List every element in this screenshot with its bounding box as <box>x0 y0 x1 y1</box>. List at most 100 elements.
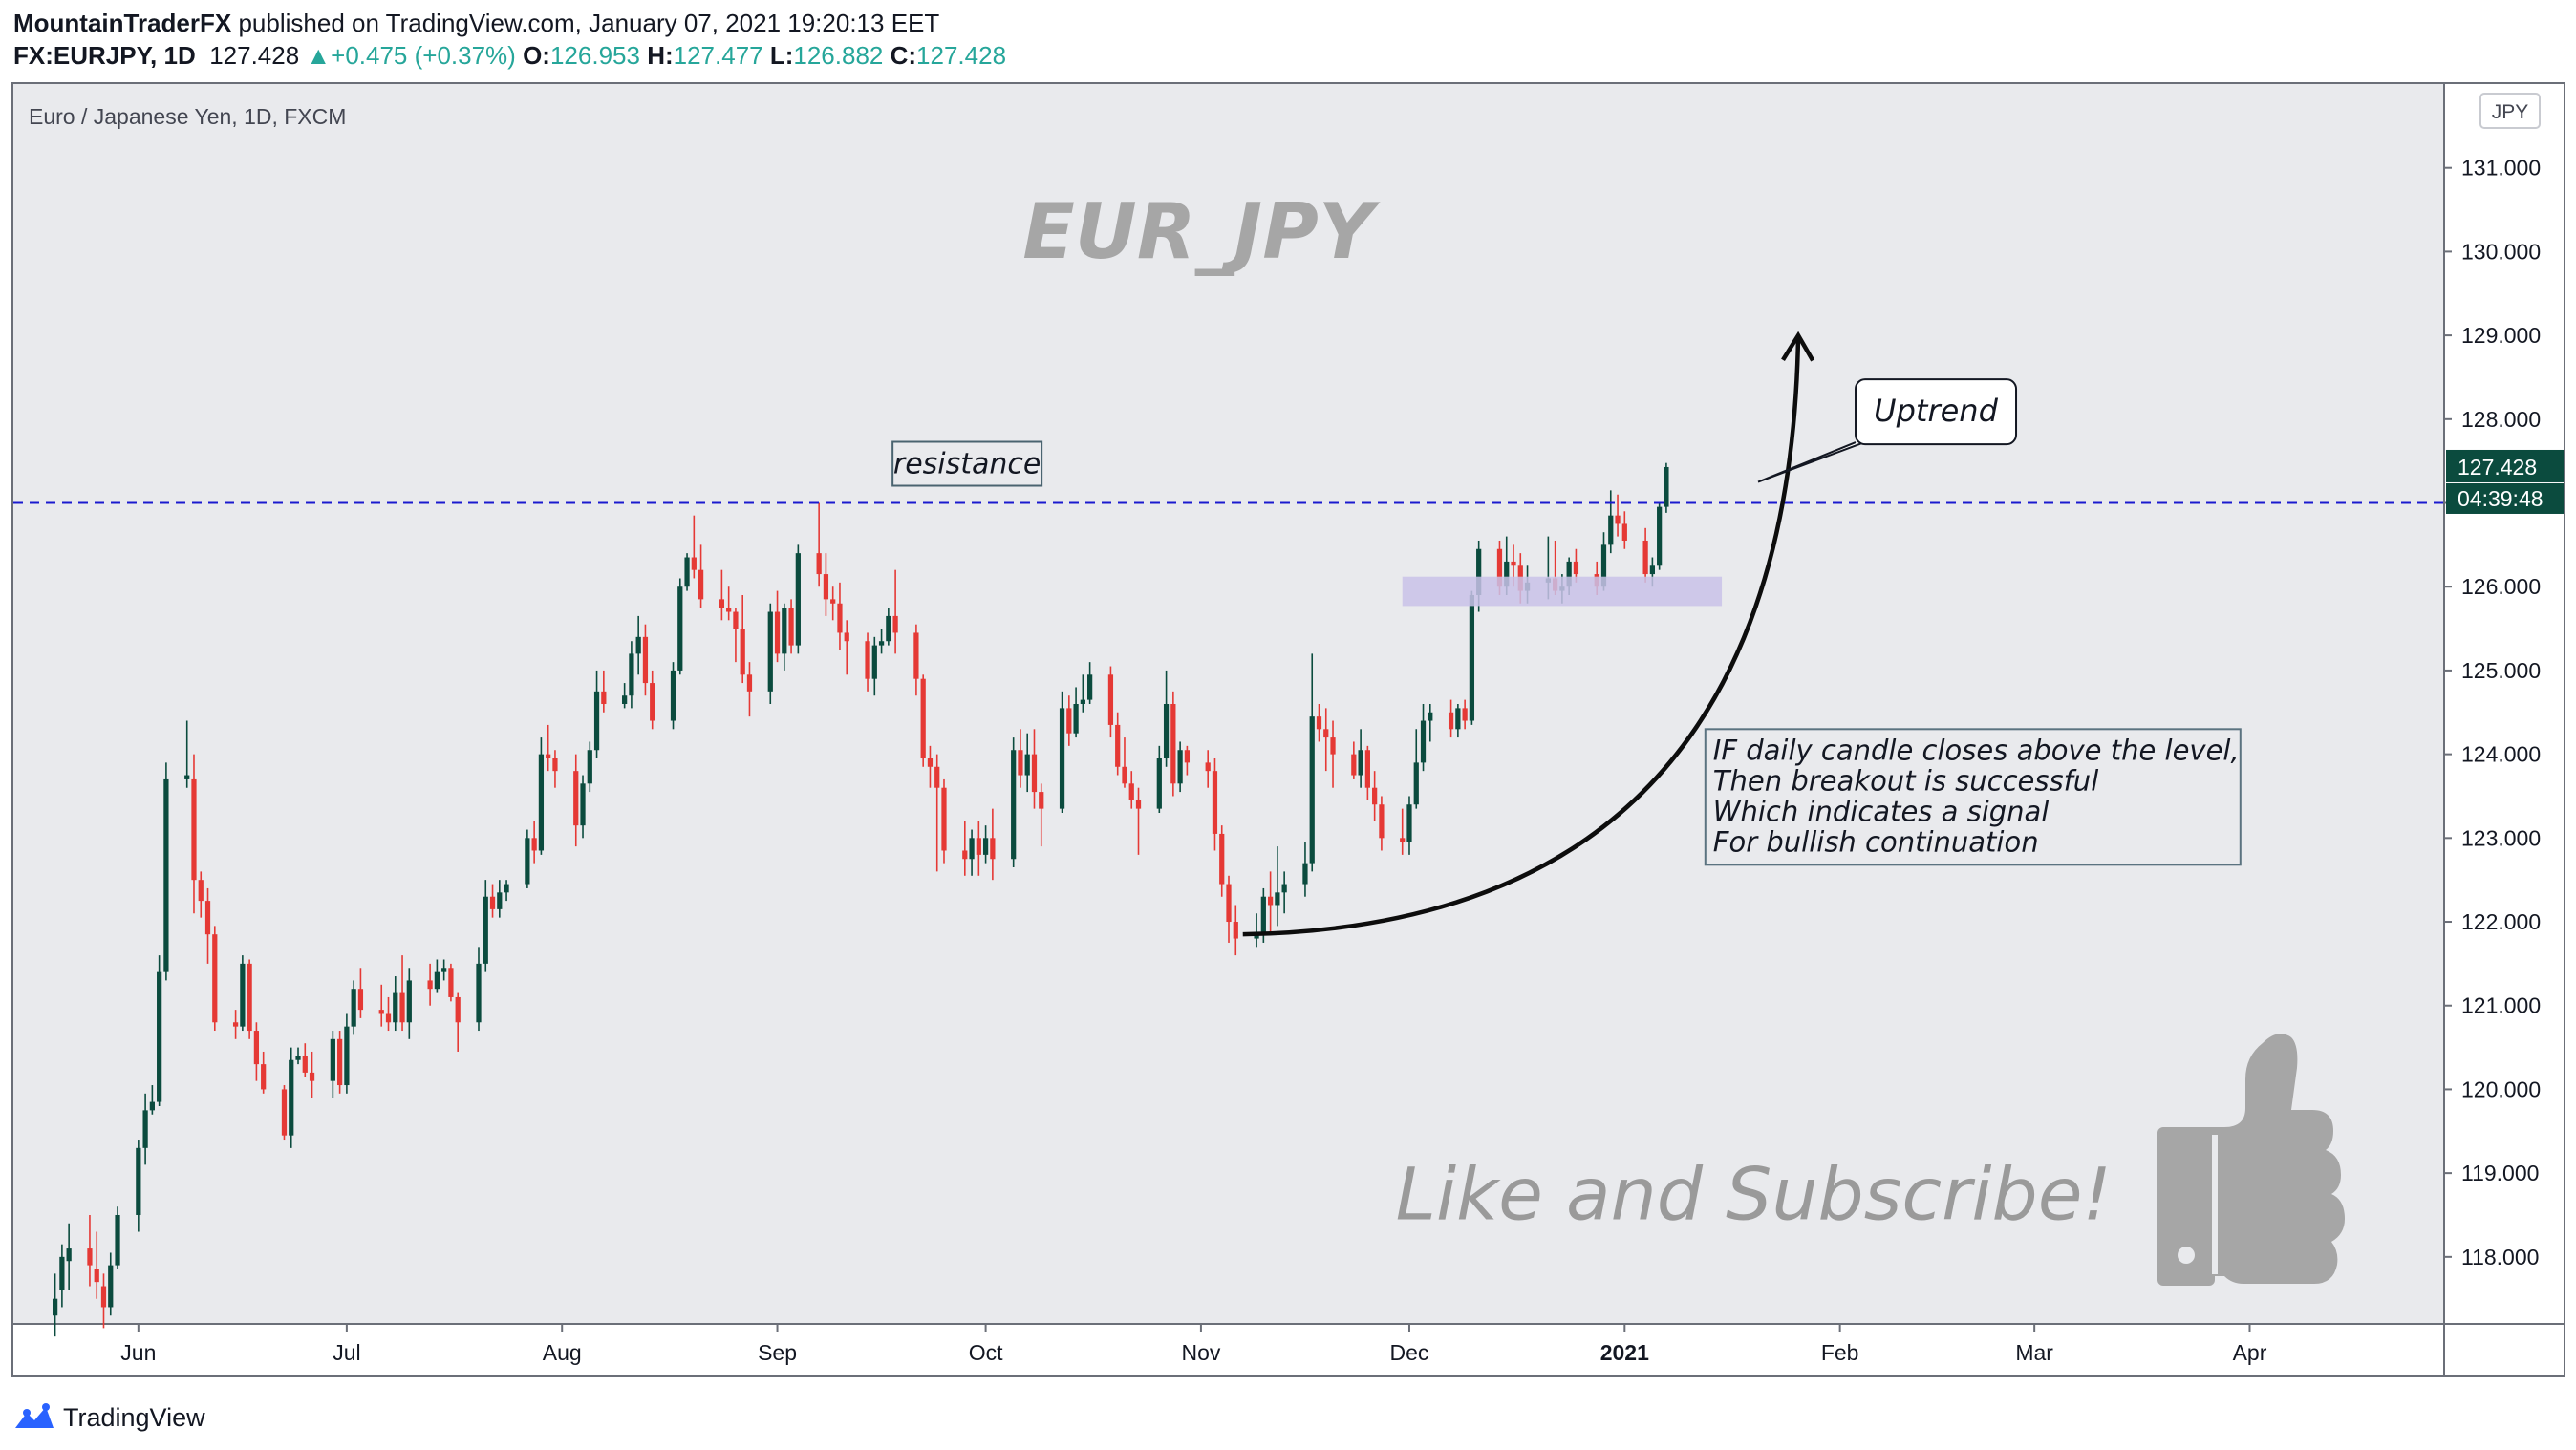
x-tick-label: Jun <box>120 1340 156 1365</box>
author-name[interactable]: MountainTraderFX <box>13 9 232 37</box>
candle-body <box>642 636 649 684</box>
candle-body <box>1372 787 1378 805</box>
candle-body <box>677 586 683 671</box>
candle-body <box>1011 750 1017 860</box>
candle-body <box>142 1110 148 1148</box>
candle-body <box>1177 750 1183 784</box>
candle-body <box>136 1147 141 1215</box>
candle-body <box>149 1101 155 1111</box>
candle-body <box>1358 750 1363 776</box>
candle-body <box>698 569 704 600</box>
candle-body <box>816 553 822 575</box>
y-tick-label: 124.000 <box>2461 742 2541 767</box>
uptrend-arrow-head <box>1781 331 1815 362</box>
footer-brand[interactable]: TradingView <box>63 1402 205 1432</box>
signal-note-box[interactable] <box>1704 728 2242 866</box>
candle-body <box>1649 565 1655 575</box>
candle-body <box>580 783 586 826</box>
candle-body <box>531 838 537 851</box>
candle-body <box>782 608 787 654</box>
candle-body <box>927 758 934 767</box>
currency-badge[interactable] <box>2479 93 2541 129</box>
candle-body <box>837 603 843 633</box>
candle-body <box>198 880 204 902</box>
uptrend-callout-pointer <box>1757 437 1876 483</box>
candle-body <box>691 557 697 570</box>
candle-body <box>1135 800 1142 809</box>
x-tick-label: Dec <box>1390 1340 1429 1365</box>
candle-body <box>1073 704 1079 734</box>
candle-body <box>670 670 676 721</box>
candle-body <box>247 963 252 1032</box>
candle-body <box>1428 712 1433 721</box>
high-label: H: <box>647 41 674 70</box>
publish-info: MountainTraderFX published on TradingVie… <box>13 8 939 38</box>
candle-body <box>976 838 981 855</box>
candle-body <box>538 754 545 851</box>
candle-body <box>629 653 634 696</box>
candle-body <box>719 599 725 608</box>
candle-body <box>1364 750 1370 788</box>
candle-body <box>497 892 503 909</box>
candle-body <box>191 778 197 881</box>
publish-details: published on TradingView.com, January 07… <box>231 9 940 37</box>
chart-subtitle: Euro / Japanese Yen, 1D, FXCM <box>29 104 346 129</box>
candle-body <box>871 645 877 679</box>
x-tick-label: 2021 <box>1600 1340 1649 1365</box>
resistance-label-box[interactable] <box>891 440 1043 487</box>
candle-body <box>1039 792 1044 809</box>
price-axis-background <box>2444 84 2564 1324</box>
candle-body <box>476 963 482 1023</box>
x-tick-label: Oct <box>969 1340 1003 1365</box>
candle-body <box>1018 750 1023 776</box>
symbol-label: FX:EURJPY, 1D <box>13 41 196 70</box>
candle-body <box>59 1256 65 1290</box>
candle-body <box>823 574 829 600</box>
candle-body <box>1170 704 1176 784</box>
candle-body <box>622 695 628 704</box>
candle-body <box>1420 720 1427 763</box>
candle-body <box>52 1298 58 1316</box>
candle-body <box>726 608 732 612</box>
y-tick-label: 120.000 <box>2461 1077 2541 1101</box>
uptrend-arrow[interactable] <box>1242 335 1801 937</box>
candle-body <box>344 1026 350 1086</box>
candle-body <box>962 850 968 860</box>
candle-body <box>1275 892 1280 906</box>
candle-body <box>913 632 919 679</box>
plot-background <box>13 84 2444 1324</box>
candle-body <box>982 838 989 855</box>
axes: 118.000 119.000 120.000 121.000 122.000 123.0… <box>120 156 2564 1365</box>
candle-body <box>1031 754 1038 793</box>
candle-body <box>788 608 794 646</box>
candle-body <box>990 838 996 860</box>
uptrend-label: Uptrend <box>1874 393 1998 429</box>
countdown-tag <box>2446 482 2564 514</box>
candle-body <box>1260 896 1266 935</box>
candle-body <box>1316 716 1322 730</box>
candle-body <box>87 1248 93 1266</box>
candle-body <box>593 691 600 751</box>
signal-note-line: Which indicates a signal <box>1713 795 2050 827</box>
price-change: +0.475 (+0.37%) <box>331 41 516 70</box>
candle-body <box>351 989 356 1027</box>
uptrend-callout[interactable] <box>1855 378 2018 446</box>
support-zone[interactable] <box>1402 576 1723 607</box>
tradingview-logo-icon[interactable] <box>13 1403 55 1432</box>
change-up-icon: ▲ <box>306 41 332 70</box>
y-tick-label: 126.000 <box>2461 574 2541 599</box>
candle-body <box>1455 708 1461 730</box>
candle-body <box>378 1010 384 1014</box>
y-tick-label: 129.000 <box>2461 323 2541 348</box>
chart-title: EUR_JPY <box>1022 187 1381 276</box>
candle-body <box>1400 838 1406 842</box>
candle-body <box>1615 515 1621 524</box>
candle-body <box>1406 804 1412 842</box>
candle-body <box>601 691 607 704</box>
y-tick-label: 122.000 <box>2461 909 2541 934</box>
candle-body <box>733 611 739 629</box>
chart[interactable]: Euro / Japanese Yen, 1D, FXCM EUR_JPY re… <box>13 84 2564 1375</box>
candles <box>52 462 1669 1337</box>
candle-body <box>1122 766 1127 784</box>
candle-body <box>1212 771 1218 834</box>
